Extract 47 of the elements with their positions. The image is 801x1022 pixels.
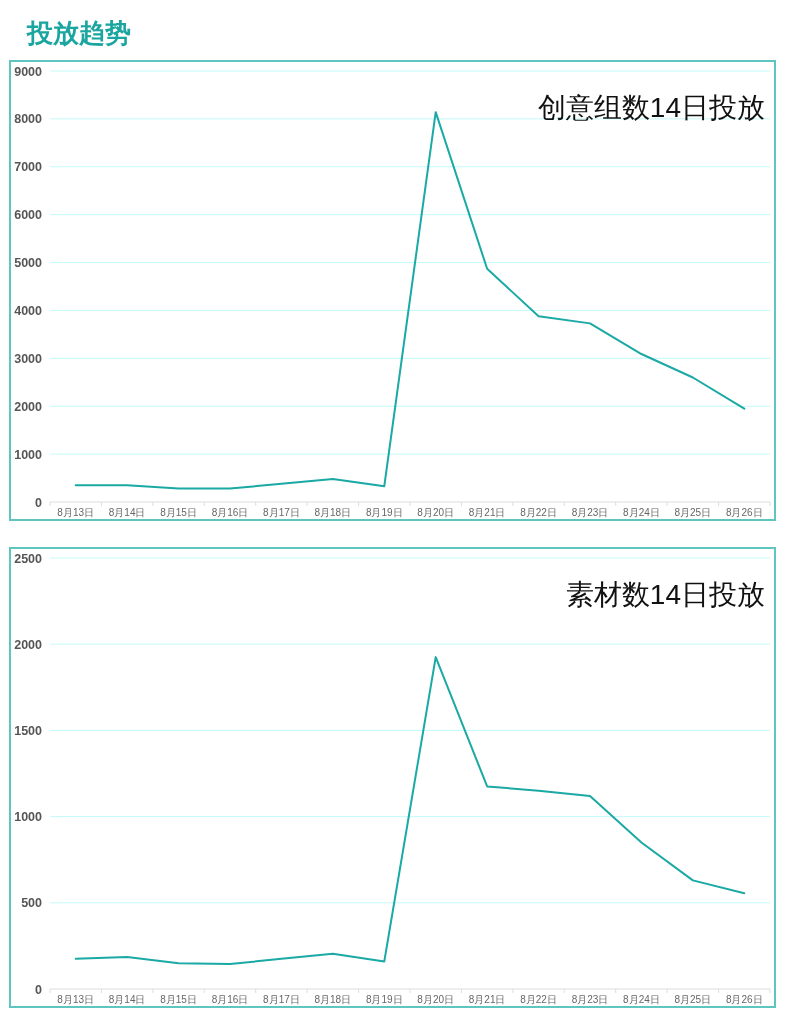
x-tick-label: 8月13日	[57, 507, 95, 518]
y-tick-label: 1000	[14, 447, 43, 462]
x-tick-label: 8月24日	[623, 507, 660, 518]
x-tick-label: 8月20日	[417, 994, 455, 1005]
y-tick-label: 5000	[14, 256, 43, 271]
x-tick-label: 8月25日	[674, 994, 712, 1005]
y-tick-label: 7000	[14, 160, 43, 175]
x-tick-label: 8月15日	[160, 994, 197, 1005]
x-tick-label: 8月14日	[108, 507, 146, 518]
y-tick-label: 500	[21, 896, 43, 911]
x-tick-label: 8月21日	[468, 507, 506, 518]
x-tick-label: 8月19日	[365, 994, 403, 1005]
y-tick-label: 0	[35, 982, 43, 997]
y-tick-label: 2000	[14, 399, 43, 414]
x-tick-label: 8月24日	[623, 994, 660, 1005]
text: 素材数14日投放	[565, 579, 765, 610]
x-tick-label: 8月17日	[263, 507, 300, 518]
chart-title: 投放趋势	[26, 18, 131, 48]
x-tick-label: 8月16日	[211, 994, 249, 1005]
x-tick-label: 8月25日	[674, 507, 712, 518]
x-tick-label: 8月17日	[263, 994, 300, 1005]
x-tick-label: 8月14日	[108, 994, 146, 1005]
y-tick-label: 9000	[14, 64, 43, 79]
y-tick-label: 1500	[14, 723, 43, 738]
y-tick-label: 2500	[14, 551, 43, 566]
x-tick-label: 8月19日	[365, 507, 403, 518]
x-tick-label: 8月22日	[520, 507, 557, 518]
y-tick-label: 3000	[14, 351, 43, 366]
x-tick-label: 8月18日	[314, 507, 352, 518]
text: 创意组数14日投放	[537, 92, 765, 123]
y-tick-label: 0	[35, 495, 43, 510]
x-tick-label: 8月13日	[57, 994, 95, 1005]
x-tick-label: 8月16日	[211, 507, 249, 518]
y-tick-label: 6000	[14, 208, 43, 223]
y-tick-label: 1000	[14, 810, 43, 825]
y-tick-label: 4000	[14, 303, 43, 318]
x-tick-label: 8月22日	[520, 994, 557, 1005]
y-tick-label: 2000	[14, 637, 43, 652]
y-tick-label: 8000	[14, 112, 43, 127]
x-tick-label: 8月26日	[725, 994, 763, 1005]
x-tick-label: 8月18日	[314, 994, 352, 1005]
x-tick-label: 8月20日	[417, 507, 455, 518]
x-tick-label: 8月23日	[571, 507, 609, 518]
x-tick-label: 8月23日	[571, 994, 609, 1005]
x-tick-label: 8月21日	[468, 994, 506, 1005]
x-tick-label: 8月26日	[725, 507, 763, 518]
x-tick-label: 8月15日	[160, 507, 197, 518]
